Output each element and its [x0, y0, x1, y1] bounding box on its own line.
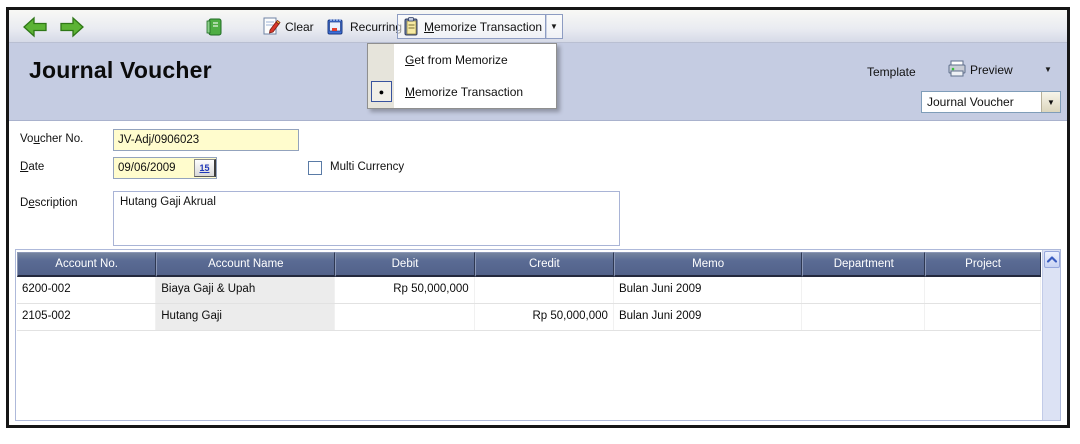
column-header-account-no[interactable]: Account No.: [17, 252, 157, 277]
calendar-icon[interactable]: 15: [194, 159, 216, 177]
voucher-no-input[interactable]: [114, 130, 298, 150]
column-header-credit[interactable]: Credit: [474, 252, 614, 277]
multi-currency-checkbox[interactable]: [308, 161, 322, 175]
scroll-up-icon: [1046, 251, 1058, 269]
memorize-menu: Get from Memorize ● Memorize Transaction: [367, 43, 557, 109]
template-select[interactable]: Journal Voucher ▼: [921, 91, 1061, 113]
description-label: Description: [20, 197, 78, 209]
forward-button[interactable]: [54, 14, 90, 39]
form-area: Voucher No. Date 15 Multi Currency Descr…: [9, 121, 1067, 249]
cell-department[interactable]: [802, 277, 926, 303]
date-label: Date: [20, 161, 45, 173]
selected-bullet-icon: ●: [371, 81, 392, 102]
voucher-no-label: Voucher No.: [20, 133, 84, 145]
chevron-down-icon: ▼: [550, 22, 558, 31]
column-header-account-name[interactable]: Account Name: [156, 252, 336, 277]
column-header-memo[interactable]: Memo: [613, 252, 803, 277]
menu-item-label: Get from Memorize: [405, 53, 508, 67]
scroll-up-button[interactable]: [1044, 251, 1060, 268]
date-input[interactable]: [114, 158, 190, 178]
voucher-no-field[interactable]: [113, 129, 299, 151]
column-header-debit[interactable]: Debit: [335, 252, 475, 277]
cell-account-name[interactable]: Biaya Gaji & Upah: [156, 277, 336, 303]
memorize-clipboard-icon: [402, 16, 420, 37]
back-button[interactable]: [17, 14, 53, 39]
vertical-scrollbar[interactable]: [1042, 250, 1060, 420]
back-arrow-icon: [22, 16, 48, 38]
cell-credit[interactable]: [475, 277, 614, 303]
cell-account-name[interactable]: Hutang Gaji: [156, 304, 336, 330]
preview-button[interactable]: Preview: [947, 58, 1013, 82]
cell-project[interactable]: [925, 277, 1041, 303]
cell-memo[interactable]: Bulan Juni 2009: [614, 277, 803, 303]
cell-memo[interactable]: Bulan Juni 2009: [614, 304, 803, 330]
chevron-down-icon: ▼: [1044, 65, 1052, 74]
menu-item-get-from-memorize[interactable]: Get from Memorize: [368, 44, 556, 76]
printer-icon: [947, 60, 967, 81]
table-row[interactable]: 6200-002 Biaya Gaji & Upah Rp 50,000,000…: [17, 277, 1041, 304]
cell-debit[interactable]: [335, 304, 475, 330]
preview-label: Preview: [970, 63, 1013, 77]
preview-dropdown-arrow[interactable]: ▼: [1044, 65, 1052, 74]
page-title: Journal Voucher: [29, 57, 212, 83]
copy-journal-button[interactable]: [199, 14, 229, 39]
cell-department[interactable]: [802, 304, 926, 330]
line-items-table: Account No. Account Name Debit Credit Me…: [15, 249, 1061, 421]
template-selected-value: Journal Voucher: [927, 95, 1014, 109]
cell-account-no[interactable]: 6200-002: [17, 277, 157, 303]
cell-account-no[interactable]: 2105-002: [17, 304, 157, 330]
combo-arrow-button[interactable]: ▼: [1041, 92, 1060, 112]
template-label: Template: [867, 65, 916, 79]
journal-book-icon: [204, 16, 224, 37]
memorize-transaction-button[interactable]: Memorize Transaction: [397, 14, 548, 39]
cell-credit[interactable]: Rp 50,000,000: [475, 304, 614, 330]
table-row[interactable]: 2105-002 Hutang Gaji Rp 50,000,000 Bulan…: [17, 304, 1041, 331]
column-header-department[interactable]: Department: [802, 252, 926, 277]
date-field[interactable]: 15: [113, 157, 217, 179]
journal-voucher-window: Clear Recurring: [6, 7, 1070, 428]
menu-item-memorize-transaction[interactable]: ● Memorize Transaction: [368, 76, 556, 108]
clear-label: Clear: [285, 19, 314, 34]
clear-button[interactable]: Clear: [256, 14, 319, 39]
table-header-row: Account No. Account Name Debit Credit Me…: [17, 252, 1041, 277]
menu-item-label: Memorize Transaction: [405, 85, 524, 99]
memorize-dropdown-arrow[interactable]: ▼: [545, 14, 563, 39]
recurring-button[interactable]: Recurring: [320, 14, 407, 39]
forward-arrow-icon: [59, 16, 85, 38]
recurring-label: Recurring: [350, 19, 403, 34]
recurring-notebook-icon: [325, 16, 346, 37]
cell-debit[interactable]: Rp 50,000,000: [335, 277, 475, 303]
multi-currency-label: Multi Currency: [330, 161, 405, 173]
description-textarea[interactable]: Hutang Gaji Akrual: [113, 191, 620, 246]
toolbar: Clear Recurring: [9, 10, 1067, 43]
clear-pencil-icon: [261, 16, 281, 37]
column-header-project[interactable]: Project: [925, 252, 1041, 277]
cell-project[interactable]: [925, 304, 1041, 330]
memorize-label: Memorize Transaction: [424, 19, 543, 34]
chevron-down-icon: ▼: [1047, 97, 1055, 107]
